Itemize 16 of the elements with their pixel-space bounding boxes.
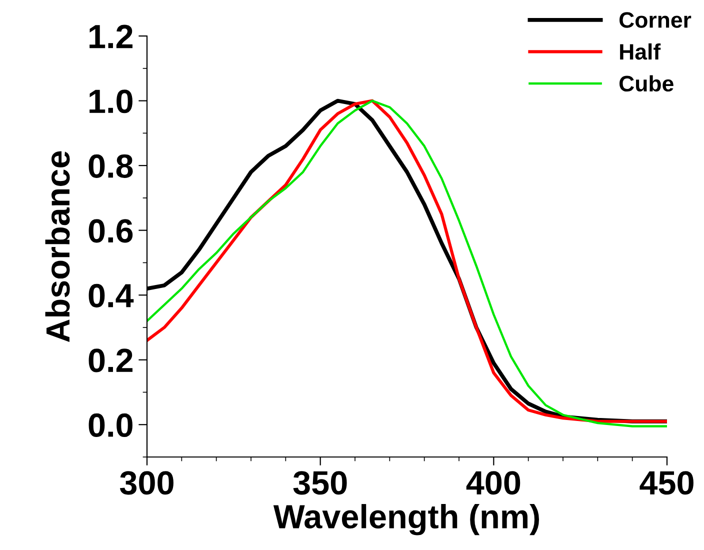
legend-label: Corner [620, 12, 692, 28]
y-tick-label: 1.0 [90, 90, 132, 114]
x-tick-label: 300 [120, 471, 174, 495]
x-tick-label: 350 [293, 471, 347, 495]
x-tick-label: 400 [466, 471, 520, 495]
y-tick-label: 0.0 [88, 413, 132, 438]
x-tick-label: 450 [640, 471, 694, 495]
legend-label: Cube [620, 75, 674, 92]
y-tick-label: 0.8 [88, 154, 133, 178]
legend-label: Half [620, 43, 661, 60]
y-tick-label: 0.6 [88, 219, 133, 243]
y-tick-label: 0.4 [88, 284, 134, 308]
x-axis-title: Wavelength (nm) [273, 504, 539, 536]
y-tick-label: 0.2 [88, 348, 132, 372]
y-axis-title: Absorbance [45, 151, 70, 342]
y-tick-label: 1.2 [90, 24, 132, 48]
